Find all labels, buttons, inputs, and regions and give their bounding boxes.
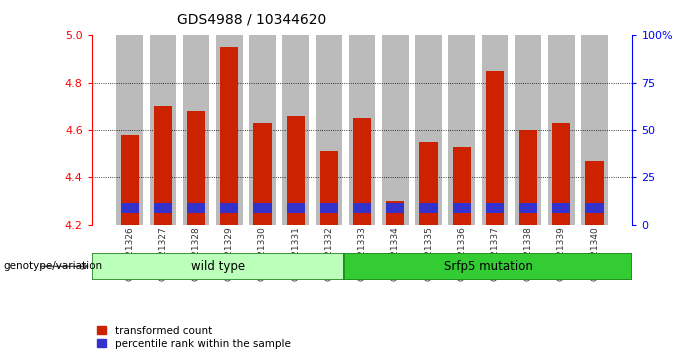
Bar [286,116,305,225]
Bar [344,253,632,280]
Bar [386,204,405,213]
Bar [552,204,571,213]
Bar [519,204,537,213]
Bar [220,47,239,225]
Bar [249,35,276,225]
Bar [316,35,342,225]
Bar [220,204,239,213]
Bar [120,204,139,213]
Text: GDS4988 / 10344620: GDS4988 / 10344620 [177,12,326,27]
Bar [420,142,438,225]
Bar [154,107,172,225]
Bar [386,201,405,225]
Bar [286,204,305,213]
Bar [481,35,508,225]
Bar [585,161,604,225]
Bar [187,111,205,225]
Bar [581,35,608,225]
Bar [349,35,375,225]
Bar [353,204,371,213]
Bar [382,35,409,225]
Bar [448,35,475,225]
Bar [585,204,604,213]
Bar [420,204,438,213]
Bar [116,35,143,225]
Bar [150,35,176,225]
Bar [486,71,504,225]
Bar [519,130,537,225]
Bar [92,253,344,280]
Bar [120,135,139,225]
Bar [353,118,371,225]
Bar [282,35,309,225]
Bar [515,35,541,225]
Bar [415,35,442,225]
Text: genotype/variation: genotype/variation [3,261,103,271]
Bar [453,147,471,225]
Bar [254,123,271,225]
Text: wild type: wild type [191,260,245,273]
Bar [486,204,504,213]
Bar [216,35,243,225]
Bar [320,204,338,213]
Bar [254,204,271,213]
Bar [154,204,172,213]
Bar [453,204,471,213]
Legend: transformed count, percentile rank within the sample: transformed count, percentile rank withi… [97,326,290,349]
Text: Srfp5 mutation: Srfp5 mutation [444,260,532,273]
Bar [552,123,571,225]
Bar [548,35,575,225]
Bar [320,152,338,225]
Bar [183,35,209,225]
Bar [187,204,205,213]
